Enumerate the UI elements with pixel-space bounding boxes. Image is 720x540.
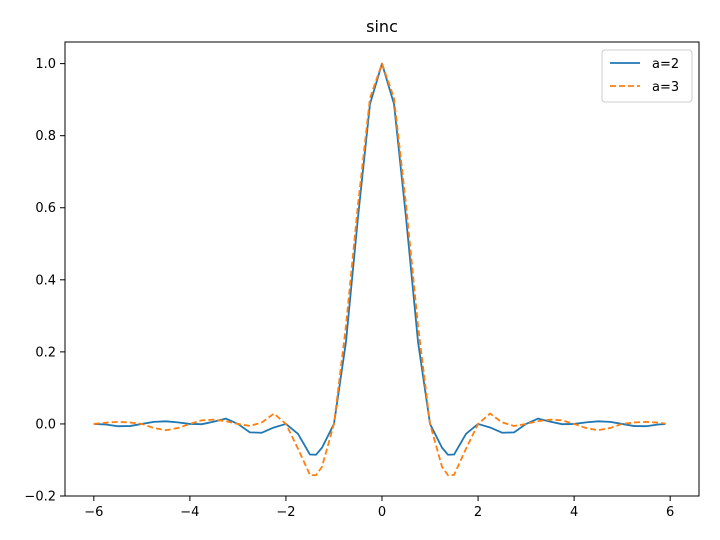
x-tick-label: 4 [570, 505, 578, 520]
x-tick-label: −2 [276, 505, 295, 520]
x-axis: −6 −4 −2 0 2 4 6 [84, 496, 674, 520]
series-line-a-3 [93, 62, 666, 477]
x-tick-label: 2 [474, 505, 482, 520]
legend-label: a=3 [652, 80, 679, 95]
legend: a=2 a=3 [601, 49, 693, 103]
y-tick-label: 0.0 [35, 417, 56, 432]
y-tick-label: −0.2 [24, 490, 56, 505]
y-tick-label: 0.8 [35, 129, 56, 144]
chart-title: sinc [366, 17, 398, 36]
y-tick-label: 0.4 [35, 273, 56, 288]
y-tick-label: 1.0 [35, 57, 56, 72]
x-tick-label: −4 [180, 505, 199, 520]
y-tick-label: 0.2 [35, 345, 56, 360]
x-tick-label: 0 [378, 505, 386, 520]
x-tick-label: 6 [666, 505, 674, 520]
y-tick-label: 0.6 [35, 201, 56, 216]
legend-label: a=2 [652, 57, 679, 72]
series-group [93, 62, 666, 477]
y-axis: −0.2 0.0 0.2 0.4 0.6 0.8 1.0 [24, 57, 65, 505]
x-tick-label: −6 [84, 505, 103, 520]
